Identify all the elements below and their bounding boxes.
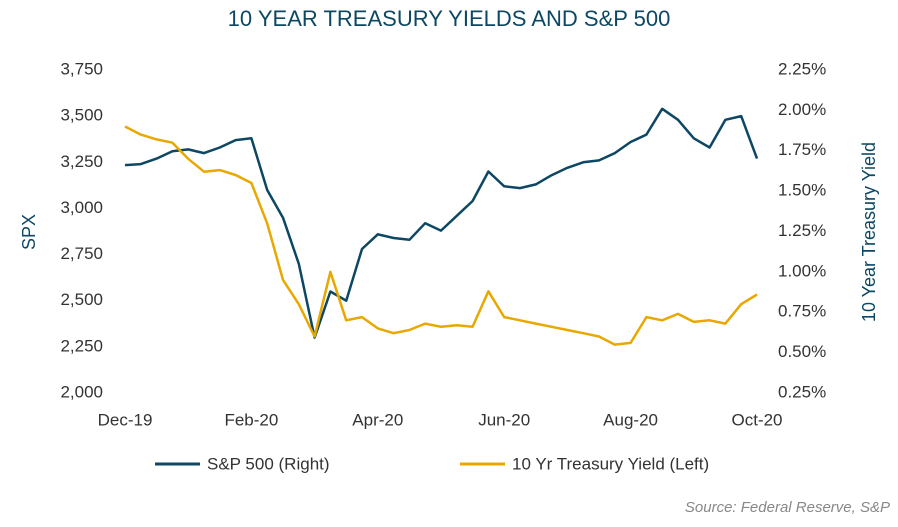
y2-tick-label: 1.75% xyxy=(778,140,826,159)
y-tick-label: 3,500 xyxy=(60,106,103,125)
y-tick-label: 3,750 xyxy=(60,59,103,78)
y-tick-label: 2,500 xyxy=(60,290,103,309)
y2-tick-label: 0.75% xyxy=(778,302,826,321)
y-tick-label: 2,000 xyxy=(60,382,103,401)
y2-tick-label: 0.25% xyxy=(778,382,826,401)
y2-tick-label: 1.25% xyxy=(778,221,826,240)
y2-tick-label: 1.00% xyxy=(778,261,826,280)
y-tick-label: 2,250 xyxy=(60,336,103,355)
x-tick-label: Oct-20 xyxy=(731,410,782,429)
chart-title: 10 YEAR TREASURY YIELDS AND S&P 500 xyxy=(228,6,671,31)
series-line xyxy=(124,107,759,339)
x-tick-label: Feb-20 xyxy=(224,410,278,429)
legend-label: 10 Yr Treasury Yield (Left) xyxy=(512,454,709,473)
y-tick-label: 3,000 xyxy=(60,198,103,217)
y2-tick-label: 0.50% xyxy=(778,342,826,361)
series-line xyxy=(124,125,758,346)
y-tick-label: 2,750 xyxy=(60,244,103,263)
y2-tick-label: 2.25% xyxy=(778,59,826,78)
source-note: Source: Federal Reserve, S&P xyxy=(685,499,890,516)
y2-axis-title: 10 Year Treasury Yield xyxy=(859,142,879,322)
y-axis-title: SPX xyxy=(19,214,39,250)
y2-tick-label: 2.00% xyxy=(778,100,826,119)
y-tick-label: 3,250 xyxy=(60,152,103,171)
x-tick-label: Jun-20 xyxy=(478,410,530,429)
x-tick-label: Apr-20 xyxy=(352,410,403,429)
legend-label: S&P 500 (Right) xyxy=(207,454,330,473)
x-tick-label: Dec-19 xyxy=(98,410,153,429)
y2-tick-label: 1.50% xyxy=(778,181,826,200)
x-tick-label: Aug-20 xyxy=(603,410,658,429)
